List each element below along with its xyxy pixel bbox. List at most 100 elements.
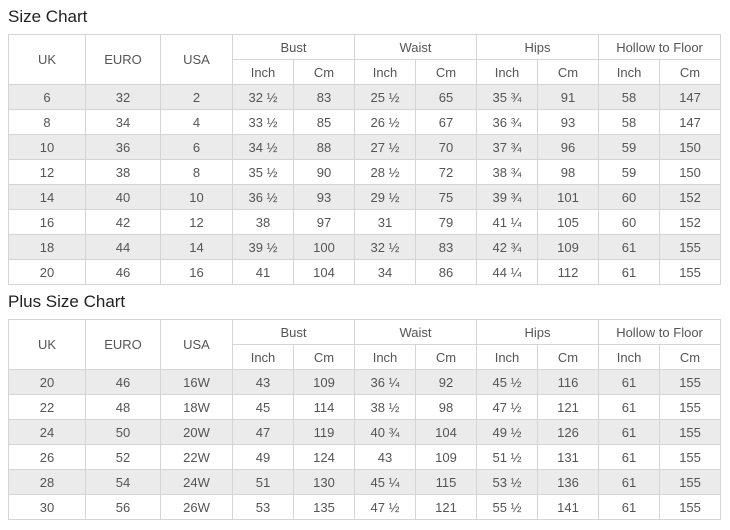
size-table: UK EURO USA Bust Waist Hips Hollow to Floor In…	[8, 319, 722, 520]
table-cell: 91	[537, 84, 600, 110]
table-row: 8 34 4 33 ½ 85 26 ½ 67 36 ¾ 93 58 147	[8, 109, 722, 135]
table-cell: 38	[85, 159, 161, 185]
table-cell: 39 ½	[232, 234, 294, 260]
table-cell: 61	[598, 419, 661, 445]
table-cell: 36 ¾	[476, 109, 539, 135]
table-cell: 49 ½	[476, 419, 539, 445]
table-cell: 34	[354, 259, 417, 285]
table-cell: 16	[160, 259, 233, 285]
table-cell: 32 ½	[232, 84, 294, 110]
table-cell: 115	[415, 469, 478, 495]
table-cell: 119	[292, 419, 356, 445]
table-cell: 109	[537, 234, 600, 260]
table-cell: 56	[85, 494, 161, 520]
table-cell: 86	[415, 259, 478, 285]
table-cell: 28 ½	[354, 159, 417, 185]
table-cell: 70	[415, 134, 478, 160]
table-cell: 98	[537, 159, 600, 185]
table-cell: 26	[8, 444, 86, 470]
unit-header: Cm	[537, 344, 600, 370]
table-cell: 61	[598, 494, 661, 520]
column-header-usa: USA	[160, 319, 233, 370]
table-cell: 51 ½	[476, 444, 539, 470]
table-cell: 18W	[160, 394, 233, 420]
table-cell: 136	[537, 469, 600, 495]
column-header-uk: UK	[8, 319, 86, 370]
table-cell: 104	[415, 419, 478, 445]
table-cell: 152	[659, 209, 722, 235]
size-chart-section: Size Chart UK EURO USA Bust Waist Hips Hollow …	[8, 0, 722, 285]
table-cell: 104	[292, 259, 356, 285]
table-cell: 54	[85, 469, 161, 495]
group-header: Hips	[476, 319, 600, 345]
table-cell: 51	[232, 469, 294, 495]
table-cell: 36	[85, 134, 161, 160]
table-cell: 72	[415, 159, 478, 185]
table-cell: 43	[232, 369, 294, 395]
table-cell: 141	[537, 494, 600, 520]
table-header-row-units: Inch Cm Inch Cm Inch Cm Inch Cm	[9, 59, 722, 85]
table-cell: 47	[232, 419, 294, 445]
unit-header: Inch	[598, 59, 661, 85]
unit-header: Cm	[415, 59, 478, 85]
table-cell: 147	[659, 109, 722, 135]
table-cell: 34 ½	[232, 134, 294, 160]
table-cell: 8	[8, 109, 86, 135]
table-row: 12 38 8 35 ½ 90 28 ½ 72 38 ¾ 98 59 150	[8, 159, 722, 185]
table-cell: 20	[8, 259, 86, 285]
column-header-euro: EURO	[85, 319, 161, 370]
table-cell: 36 ¼	[354, 369, 417, 395]
table-cell: 39 ¾	[476, 184, 539, 210]
table-header-row-groups: UK EURO USA Bust Waist Hips Hollow to Floor	[8, 34, 722, 85]
table-cell: 34	[85, 109, 161, 135]
table-cell: 38 ¾	[476, 159, 539, 185]
table-cell: 35 ½	[232, 159, 294, 185]
table-cell: 53	[232, 494, 294, 520]
table-row: 20 46 16W 43 109 36 ¼ 92 45 ½ 116 61 155	[8, 369, 722, 395]
group-header: Bust	[231, 319, 356, 345]
table-cell: 121	[537, 394, 600, 420]
chart-title: Size Chart	[8, 7, 88, 26]
table-cell: 16W	[160, 369, 233, 395]
group-header: Hollow to Floor	[598, 319, 722, 345]
table-row: 22 48 18W 45 114 38 ½ 98 47 ½ 121 61 155	[8, 394, 722, 420]
table-cell: 131	[537, 444, 600, 470]
table-cell: 32	[85, 84, 161, 110]
table-cell: 65	[415, 84, 478, 110]
table-row: 6 32 2 32 ½ 83 25 ½ 65 35 ¾ 91 58 147	[8, 84, 722, 110]
table-cell: 59	[598, 134, 661, 160]
table-cell: 93	[537, 109, 600, 135]
table-cell: 46	[85, 369, 161, 395]
table-cell: 93	[292, 184, 356, 210]
table-cell: 42	[85, 209, 161, 235]
table-header: UK EURO USA Bust Waist Hips Hollow to Floor In…	[8, 319, 722, 370]
group-header: Hips	[476, 34, 600, 60]
table-cell: 26W	[160, 494, 233, 520]
table-cell: 61	[598, 394, 661, 420]
unit-header: Cm	[292, 59, 356, 85]
table-cell: 60	[598, 209, 661, 235]
table-cell: 155	[659, 469, 722, 495]
table-cell: 105	[537, 209, 600, 235]
table-cell: 14	[8, 184, 86, 210]
table-cell: 52	[85, 444, 161, 470]
table-cell: 24	[8, 419, 86, 445]
group-header: Waist	[354, 34, 478, 60]
table-cell: 83	[415, 234, 478, 260]
table-cell: 124	[292, 444, 356, 470]
table-cell: 12	[8, 159, 86, 185]
table-cell: 152	[659, 184, 722, 210]
table-cell: 155	[659, 419, 722, 445]
table-cell: 55 ½	[476, 494, 539, 520]
table-row: 14 40 10 36 ½ 93 29 ½ 75 39 ¾ 101 60 152	[8, 184, 722, 210]
unit-header: Cm	[292, 344, 356, 370]
table-cell: 61	[598, 234, 661, 260]
table-row: 24 50 20W 47 119 40 ¾ 104 49 ½ 126 61 155	[8, 419, 722, 445]
unit-header: Cm	[537, 59, 600, 85]
table-cell: 44	[85, 234, 161, 260]
unit-header: Inch	[232, 344, 294, 370]
size-chart-section: Plus Size Chart UK EURO USA Bust Waist Hips Ho…	[8, 285, 722, 520]
table-cell: 41 ¼	[476, 209, 539, 235]
table-cell: 45 ¼	[354, 469, 417, 495]
table-cell: 155	[659, 234, 722, 260]
